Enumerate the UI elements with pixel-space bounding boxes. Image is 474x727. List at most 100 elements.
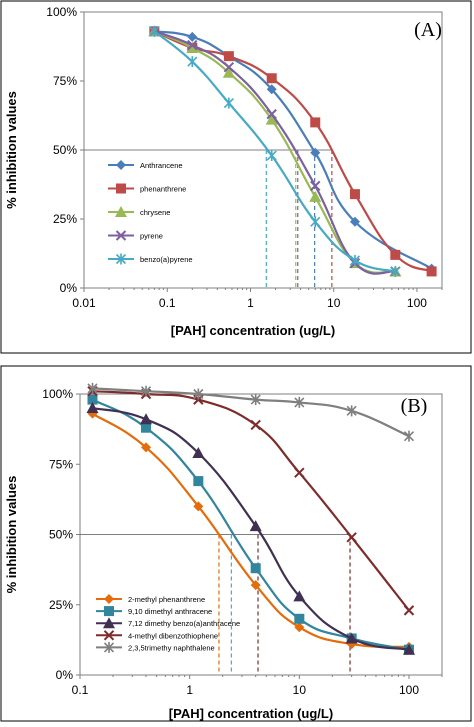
data-point	[193, 476, 204, 487]
data-point	[346, 532, 357, 543]
data-point	[223, 51, 234, 62]
legend-label: 4-methyl dibenzothiophene	[128, 631, 218, 640]
legend-entry: 4-methyl dibenzothiophene	[96, 630, 218, 641]
data-point	[294, 396, 305, 408]
legend-marker	[103, 630, 115, 641]
x-tick-label: 10	[327, 296, 341, 310]
panel-label: (A)	[414, 19, 442, 41]
x-tick-label: 0.1	[159, 296, 176, 310]
legend-marker	[116, 160, 126, 170]
data-point	[192, 447, 205, 459]
data-point	[266, 150, 277, 162]
data-point	[141, 442, 152, 453]
legend-marker	[115, 206, 127, 217]
data-point	[390, 265, 401, 277]
legend-label: 9,10 dimethyl anthracene	[128, 607, 212, 616]
legend-label: benzo(a)pyrene	[140, 255, 193, 264]
legend-entry: phenanthrene	[108, 183, 186, 194]
data-point	[345, 632, 358, 644]
x-axis-label: [PAH] concentration (ug/L)	[169, 706, 333, 721]
data-point	[186, 41, 199, 53]
y-tick-label: 50%	[49, 528, 73, 542]
data-point	[149, 25, 160, 37]
data-point	[87, 394, 98, 405]
data-point	[250, 580, 261, 591]
data-point	[187, 31, 198, 42]
data-point	[250, 419, 261, 431]
data-point	[223, 61, 235, 73]
data-point	[309, 190, 322, 202]
x-tick-label: 1	[186, 683, 193, 697]
data-point	[403, 605, 415, 616]
data-point	[349, 189, 360, 200]
data-point	[222, 66, 235, 78]
legend-label: Anthrancene	[140, 161, 183, 170]
legend-entry: pyrene	[108, 230, 163, 241]
chart-panel-a: 0% 25% 50% 75% 100% 0.01 0.1 1 10 100 Anthrancene p…	[0, 0, 472, 354]
chart-panel-b: 0% 25% 50% 75% 100% 0.1 1 10 100 2-methyl phenant…	[0, 365, 472, 722]
data-point	[250, 563, 261, 574]
chart-frame	[0, 365, 472, 722]
data-point	[193, 388, 204, 400]
legend-marker	[104, 594, 114, 604]
chart-frame	[0, 0, 472, 354]
panel-label: (B)	[401, 395, 428, 417]
y-axis-label: % inhibition values	[4, 476, 19, 594]
data-point	[426, 266, 437, 277]
legend-marker	[103, 641, 115, 653]
y-tick-label: 75%	[49, 457, 73, 471]
data-point	[266, 73, 277, 84]
data-point	[265, 113, 278, 125]
legend-entry: benzo(a)pyrene	[108, 253, 193, 265]
data-point	[140, 385, 152, 397]
y-tick-label: 25%	[49, 598, 73, 612]
data-point	[294, 467, 305, 478]
data-point	[266, 84, 277, 95]
y-tick-label: 0%	[56, 668, 74, 682]
data-point	[187, 39, 198, 51]
data-point	[187, 56, 198, 68]
legend-label: pyrene	[140, 232, 163, 241]
data-point	[310, 117, 321, 128]
data-point	[293, 590, 306, 602]
legend-entry: chrysene	[108, 206, 170, 217]
data-point	[140, 413, 153, 425]
data-point	[87, 382, 98, 394]
legend-entry: Anthrancene	[108, 160, 183, 170]
data-point	[349, 254, 361, 266]
y-tick-label: 25%	[53, 212, 77, 226]
data-point	[141, 422, 152, 433]
legend-label: 2,3,5trimethy naphthalene	[128, 643, 215, 652]
y-tick-label: 100%	[46, 5, 77, 19]
data-point	[266, 108, 277, 120]
y-tick-label: 0%	[60, 281, 78, 295]
legend-entry: 7,12 dimethy benzo(a)anthracene	[96, 617, 240, 629]
data-point	[310, 180, 321, 192]
series-line	[153, 30, 433, 273]
data-point	[403, 430, 415, 442]
data-point	[223, 97, 234, 109]
y-axis-label: % inhibition values	[4, 91, 19, 209]
y-tick-label: 50%	[53, 143, 77, 157]
data-point	[86, 402, 99, 414]
x-axis-label: [PAH] concentration (ug/L)	[171, 323, 335, 338]
data-point	[390, 249, 401, 260]
x-tick-label: 0.01	[72, 296, 96, 310]
data-point	[402, 643, 415, 655]
x-tick-label: 0.1	[72, 683, 89, 697]
data-point	[250, 394, 261, 406]
data-point	[249, 520, 262, 532]
data-point	[294, 613, 305, 624]
legend-marker	[115, 253, 127, 265]
legend-entry: 2,3,5trimethy naphthalene	[96, 641, 215, 653]
legend-entry: 2-methyl phenanthrene	[96, 594, 205, 604]
legend-entry: 9,10 dimethyl anthracene	[96, 606, 212, 617]
legend-marker	[103, 617, 115, 629]
x-tick-label: 10	[293, 683, 307, 697]
x-tick-label: 1	[247, 296, 254, 310]
legend-label: chrysene	[140, 208, 170, 217]
legend-label: 7,12 dimethy benzo(a)anthracene	[128, 619, 240, 628]
data-point	[346, 405, 357, 417]
x-tick-label: 100	[407, 296, 427, 310]
